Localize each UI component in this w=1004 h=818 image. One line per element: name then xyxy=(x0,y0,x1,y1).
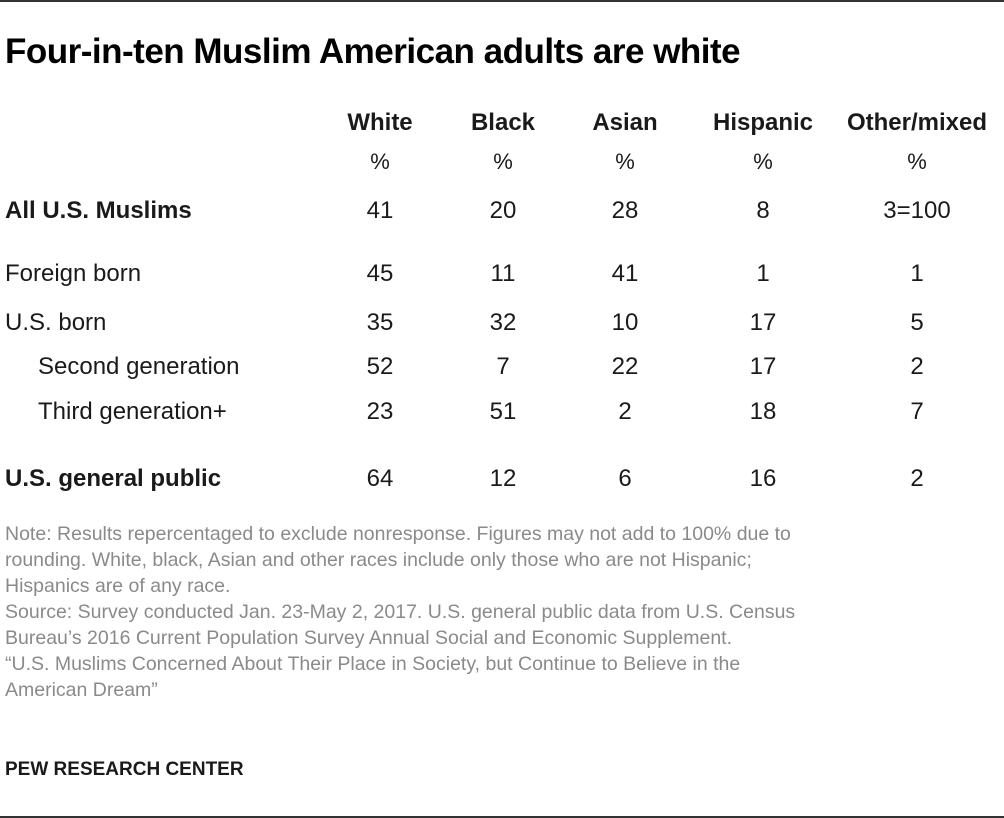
row-label: U.S. born xyxy=(5,309,107,336)
source-org: PEW RESEARCH CENTER xyxy=(5,759,244,780)
table-cell: 17 xyxy=(749,353,777,380)
table-cell: 28 xyxy=(611,197,639,224)
note-line: Source: Survey conducted Jan. 23-May 2, … xyxy=(5,601,796,623)
column-unit: % xyxy=(753,149,773,174)
table-cell: 11 xyxy=(490,260,516,287)
row-label: Foreign born xyxy=(5,260,142,287)
table-cell: 5 xyxy=(910,309,924,336)
table-cell: 51 xyxy=(489,398,517,425)
column-unit: % xyxy=(907,149,927,174)
page-title: Four-in-ten Muslim American adults are w… xyxy=(5,32,741,71)
column-unit: % xyxy=(370,149,390,174)
table-cell: 3=100 xyxy=(883,197,951,224)
column-header: Hispanic xyxy=(712,109,814,136)
row-label: U.S. general public xyxy=(5,465,222,492)
row-label: All U.S. Muslims xyxy=(5,197,192,224)
table-cell: 52 xyxy=(366,353,394,380)
table-cell: 45 xyxy=(366,260,394,287)
table-cell: 20 xyxy=(489,197,517,224)
column-header: Asian xyxy=(592,109,658,136)
column-header: Black xyxy=(470,109,536,136)
row-label: Third generation+ xyxy=(38,398,227,425)
column-header: Other/mixed xyxy=(846,109,988,136)
table-cell: 1 xyxy=(756,260,770,287)
table-cell: 17 xyxy=(749,309,777,336)
notes: Note: Results repercentaged to exclude n… xyxy=(5,521,995,703)
table-cell: 1 xyxy=(910,260,924,287)
table-cell: 16 xyxy=(749,465,777,492)
table-cell: 41 xyxy=(611,260,639,287)
table-cell: 23 xyxy=(366,398,394,425)
row-label: Second generation xyxy=(38,353,240,380)
table-cell: 32 xyxy=(489,309,517,336)
table-cell: 8 xyxy=(756,197,770,224)
table-cell: 18 xyxy=(749,398,777,425)
column-unit: % xyxy=(493,149,513,174)
note-line: Hispanics are of any race. xyxy=(5,575,231,597)
table-cell: 7 xyxy=(910,398,924,425)
table-cell: 41 xyxy=(366,197,394,224)
note-line: Note: Results repercentaged to exclude n… xyxy=(5,523,791,545)
table-cell: 12 xyxy=(489,465,517,492)
table-cell: 7 xyxy=(496,353,510,380)
note-line: Bureau’s 2016 Current Population Survey … xyxy=(5,627,733,649)
note-line: rounding. White, black, Asian and other … xyxy=(5,549,752,571)
column-unit: % xyxy=(615,149,635,174)
note-line: American Dream” xyxy=(5,679,158,701)
table-cell: 35 xyxy=(366,309,394,336)
table-cell: 2 xyxy=(910,465,924,492)
table-cell: 10 xyxy=(611,309,639,336)
table-cell: 22 xyxy=(611,353,639,380)
table-cell: 64 xyxy=(366,465,394,492)
note-line: “U.S. Muslims Concerned About Their Plac… xyxy=(5,653,741,675)
table-cell: 2 xyxy=(910,353,924,380)
table-cell: 2 xyxy=(618,398,632,425)
column-header: White xyxy=(347,109,413,136)
table-cell: 6 xyxy=(618,465,632,492)
